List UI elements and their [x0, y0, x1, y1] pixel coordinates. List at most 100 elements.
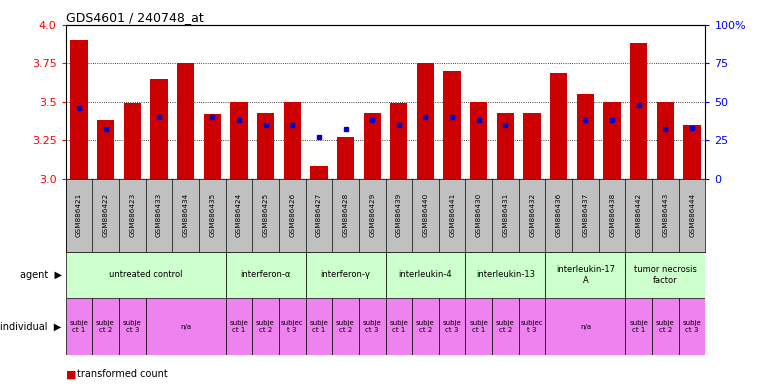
- Bar: [146, 298, 225, 355]
- Bar: [177, 63, 194, 179]
- Bar: [625, 252, 705, 298]
- Bar: [386, 252, 466, 298]
- Text: GSM886424: GSM886424: [236, 193, 242, 237]
- Bar: [492, 298, 519, 355]
- Bar: [66, 252, 226, 298]
- Bar: [252, 298, 279, 355]
- Text: GSM886442: GSM886442: [636, 193, 641, 237]
- Bar: [119, 298, 146, 355]
- Text: interleukin-4: interleukin-4: [399, 270, 453, 280]
- Text: subje
ct 2: subje ct 2: [96, 320, 115, 333]
- Text: GSM886428: GSM886428: [342, 193, 348, 237]
- Bar: [390, 103, 408, 179]
- Bar: [225, 298, 252, 355]
- Bar: [123, 103, 141, 179]
- Bar: [625, 298, 652, 355]
- Text: subje
ct 1: subje ct 1: [69, 320, 88, 333]
- Bar: [70, 40, 88, 179]
- Bar: [577, 94, 594, 179]
- Text: subjec
t 3: subjec t 3: [521, 320, 544, 333]
- Text: GSM886422: GSM886422: [103, 193, 109, 237]
- Text: agent  ▶: agent ▶: [20, 270, 62, 280]
- Bar: [150, 79, 167, 179]
- Text: subje
ct 2: subje ct 2: [496, 320, 515, 333]
- Bar: [359, 298, 386, 355]
- Text: GSM886423: GSM886423: [130, 193, 135, 237]
- Bar: [466, 252, 545, 298]
- Bar: [412, 298, 439, 355]
- Text: subje
ct 3: subje ct 3: [123, 320, 142, 333]
- Text: ■: ■: [66, 369, 76, 379]
- Bar: [363, 113, 381, 179]
- Text: tumor necrosis
factor: tumor necrosis factor: [634, 265, 697, 285]
- Bar: [332, 298, 359, 355]
- Text: GSM886433: GSM886433: [156, 193, 162, 237]
- Text: GSM886425: GSM886425: [262, 193, 268, 237]
- Text: GSM886426: GSM886426: [289, 193, 295, 237]
- Text: GSM886430: GSM886430: [476, 193, 482, 237]
- Text: GSM886436: GSM886436: [556, 193, 562, 237]
- Bar: [310, 166, 328, 179]
- Text: subje
ct 3: subje ct 3: [683, 320, 702, 333]
- Bar: [652, 298, 678, 355]
- Text: subje
ct 1: subje ct 1: [230, 320, 248, 333]
- Bar: [386, 298, 412, 355]
- Bar: [546, 252, 625, 298]
- Bar: [305, 298, 332, 355]
- Bar: [497, 113, 514, 179]
- Text: GSM886434: GSM886434: [183, 193, 189, 237]
- Text: interferon-α: interferon-α: [241, 270, 291, 280]
- Text: GSM886427: GSM886427: [316, 193, 322, 237]
- Bar: [470, 102, 487, 179]
- Text: individual  ▶: individual ▶: [1, 322, 62, 332]
- Text: subjec
t 3: subjec t 3: [281, 320, 304, 333]
- Text: GSM886440: GSM886440: [423, 193, 429, 237]
- Bar: [417, 63, 434, 179]
- Text: interleukin-17
A: interleukin-17 A: [556, 265, 615, 285]
- Text: subje
ct 3: subje ct 3: [443, 320, 462, 333]
- Bar: [284, 102, 301, 179]
- Bar: [257, 113, 274, 179]
- Text: n/a: n/a: [580, 324, 591, 330]
- Text: GSM886438: GSM886438: [609, 193, 615, 237]
- Text: interleukin-13: interleukin-13: [476, 270, 535, 280]
- Bar: [97, 120, 114, 179]
- Bar: [204, 114, 221, 179]
- Text: subje
ct 1: subje ct 1: [389, 320, 408, 333]
- Text: subje
ct 3: subje ct 3: [363, 320, 382, 333]
- Bar: [279, 298, 305, 355]
- Bar: [604, 102, 621, 179]
- Text: GSM886439: GSM886439: [396, 193, 402, 237]
- Text: GSM886421: GSM886421: [76, 193, 82, 237]
- Bar: [630, 43, 648, 179]
- Bar: [305, 252, 386, 298]
- Bar: [231, 102, 247, 179]
- Bar: [657, 102, 674, 179]
- Text: subje
ct 2: subje ct 2: [336, 320, 355, 333]
- Text: untreated control: untreated control: [109, 270, 182, 280]
- Text: GSM886432: GSM886432: [529, 193, 535, 237]
- Text: GSM886443: GSM886443: [662, 193, 668, 237]
- Text: GSM886437: GSM886437: [582, 193, 588, 237]
- Text: GSM886441: GSM886441: [449, 193, 455, 237]
- Text: GSM886429: GSM886429: [369, 193, 375, 237]
- Text: subje
ct 1: subje ct 1: [470, 320, 488, 333]
- Bar: [550, 73, 567, 179]
- Text: n/a: n/a: [180, 324, 191, 330]
- Text: transformed count: transformed count: [77, 369, 168, 379]
- Bar: [683, 125, 701, 179]
- Bar: [678, 298, 705, 355]
- Text: GSM886435: GSM886435: [209, 193, 215, 237]
- Bar: [519, 298, 546, 355]
- Text: subje
ct 2: subje ct 2: [416, 320, 435, 333]
- Text: subje
ct 1: subje ct 1: [309, 320, 328, 333]
- Text: subje
ct 2: subje ct 2: [256, 320, 275, 333]
- Bar: [466, 298, 492, 355]
- Text: interferon-γ: interferon-γ: [321, 270, 370, 280]
- Text: subje
ct 1: subje ct 1: [629, 320, 648, 333]
- Bar: [439, 298, 466, 355]
- Bar: [225, 252, 305, 298]
- Text: GDS4601 / 240748_at: GDS4601 / 240748_at: [66, 11, 204, 24]
- Text: subje
ct 2: subje ct 2: [656, 320, 675, 333]
- Bar: [337, 137, 354, 179]
